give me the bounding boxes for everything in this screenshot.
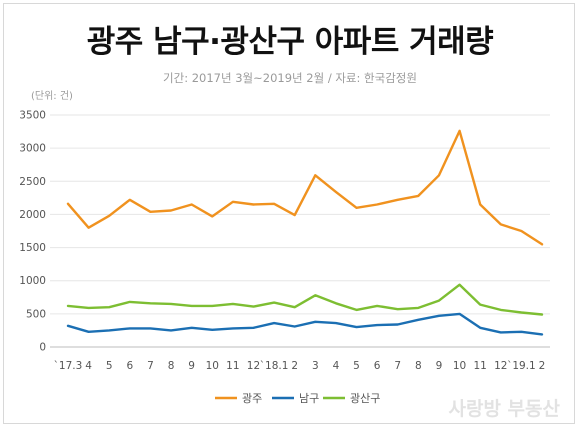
legend-label: 광주	[242, 392, 262, 405]
series-line-2	[66, 283, 544, 316]
x-tick-label: 6	[126, 360, 133, 372]
x-tick-label: 11	[473, 360, 486, 372]
series-line-0	[66, 129, 544, 246]
x-tick-label: 7	[394, 360, 401, 372]
legend-label: 광산구	[350, 392, 380, 405]
watermark: 사랑방 부동산	[448, 398, 561, 420]
x-tick-label: `17.3	[54, 360, 83, 372]
x-tick-label: 10	[206, 360, 219, 372]
x-tick-label: 12	[494, 360, 507, 372]
y-tick-label: 2500	[19, 176, 46, 188]
x-tick-label: 4	[333, 360, 340, 372]
unit-label: (단위: 건)	[31, 91, 73, 102]
x-tick-label: 9	[436, 360, 443, 372]
x-tick-label: 11	[226, 360, 239, 372]
chart-subtitle: 기간: 2017년 3월~2019년 2월 / 자료: 한국감정원	[163, 71, 417, 85]
y-tick-label: 0	[39, 342, 46, 354]
x-tick-label: 2	[539, 360, 546, 372]
y-tick-label: 2000	[19, 209, 46, 221]
x-tick-label: 12	[247, 360, 260, 372]
y-tick-label: 1000	[19, 275, 46, 287]
series-line-1	[66, 312, 544, 336]
x-tick-label: 8	[168, 360, 175, 372]
x-tick-label: `19.1	[507, 360, 536, 372]
x-tick-label: 2	[291, 360, 298, 372]
legend-label: 남구	[299, 392, 319, 405]
chart-title: 광주 남구·광산구 아파트 거래량	[86, 24, 494, 60]
y-tick-label: 500	[26, 308, 46, 320]
x-tick-label: 4	[85, 360, 92, 372]
x-tick-label: 9	[188, 360, 195, 372]
x-tick-label: 3	[312, 360, 319, 372]
x-tick-label: 6	[374, 360, 381, 372]
y-tick-label: 3000	[19, 143, 46, 155]
x-tick-label: 8	[415, 360, 422, 372]
x-tick-label: 7	[147, 360, 154, 372]
x-tick-label: 5	[353, 360, 360, 372]
x-tick-label: 5	[106, 360, 113, 372]
y-tick-label: 1500	[19, 242, 46, 254]
chart-frame	[3, 3, 575, 424]
x-tick-label: 10	[453, 360, 466, 372]
y-tick-label: 3500	[19, 110, 46, 122]
x-tick-label: `18.1	[260, 360, 289, 372]
